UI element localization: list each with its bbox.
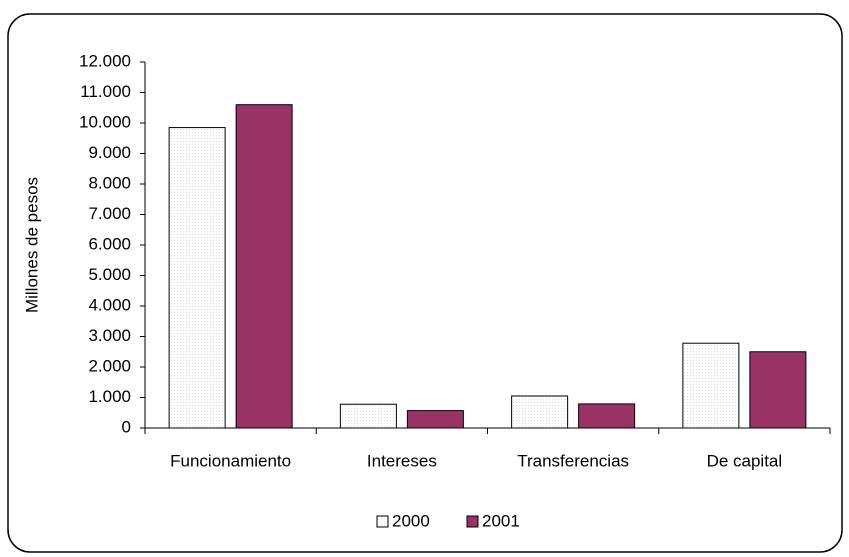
y-tick-label: 3.000	[88, 326, 131, 345]
y-tick-label: 8.000	[88, 173, 131, 192]
y-tick-label: 12.000	[79, 51, 131, 70]
bar	[578, 403, 636, 429]
bar	[235, 104, 293, 429]
bar	[749, 351, 807, 429]
x-tick-label: Transferencias	[517, 451, 629, 470]
bar	[168, 127, 226, 429]
legend-swatch	[466, 515, 479, 528]
bar	[406, 410, 464, 429]
legend-label: 2000	[392, 511, 430, 530]
y-tick-label: 1.000	[88, 387, 131, 406]
bar	[339, 403, 397, 429]
chart-border	[7, 13, 843, 553]
y-tick-label: 5.000	[88, 265, 131, 284]
bar	[682, 342, 740, 429]
y-tick-label: 9.000	[88, 143, 131, 162]
x-tick-label: Intereses	[367, 451, 437, 470]
legend-swatch	[376, 515, 389, 528]
y-tick-label: 11.000	[80, 82, 131, 101]
y-tick-label: 2.000	[88, 356, 131, 375]
bar	[511, 395, 569, 429]
y-tick-label: 0	[122, 417, 131, 436]
legend-label: 2001	[482, 511, 520, 530]
x-tick-label: De capital	[707, 451, 783, 470]
y-tick-label: 7.000	[88, 204, 131, 223]
x-tick-label: Funcionamiento	[170, 451, 291, 470]
y-tick-label: 10.000	[79, 112, 131, 131]
y-axis-label: Millones de pesos	[22, 177, 41, 313]
y-tick-label: 4.000	[88, 295, 131, 314]
y-tick-label: 6.000	[88, 234, 131, 253]
